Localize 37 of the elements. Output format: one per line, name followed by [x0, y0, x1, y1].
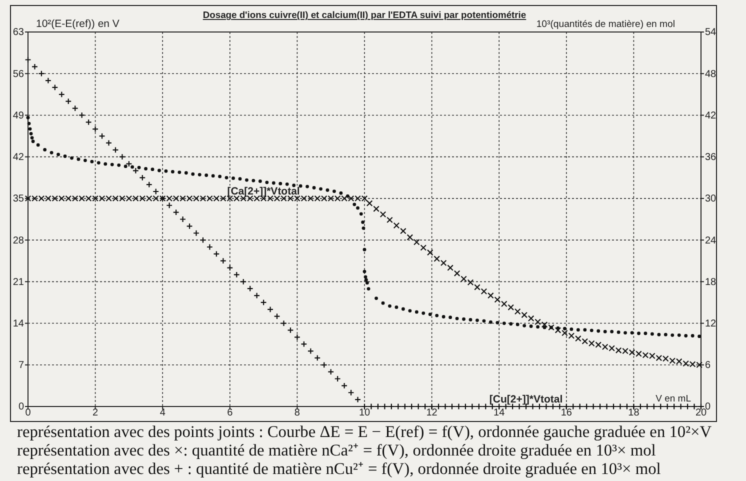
x-tick-label: 6: [227, 408, 234, 419]
x-axis-title: V en mL: [656, 394, 691, 404]
y2-tick-label: 30: [705, 194, 717, 205]
text: représentation avec des points joints : Courbe ΔE = E − E(ref) = f(V), ordonnée gauche graduée en 10²×V: [17, 422, 712, 441]
y-tick-label: 14: [12, 318, 24, 330]
text: représentation avec des ×: quantité de matière nCa²⁺ = f(V), ordonnée droite graduée en 10³× mol: [17, 440, 656, 460]
y-tick-label: 28: [12, 235, 24, 246]
x-tick-label: 2: [92, 408, 99, 419]
y-tick-label: 7: [18, 360, 24, 372]
annotation: [Ca[2+]]*Vtotal: [227, 185, 300, 198]
y2-tick-label: 24: [705, 235, 717, 246]
y-axis-title: 10²(E-E(ref)) en V: [36, 18, 120, 30]
x-tick-label: 8: [294, 408, 300, 419]
y2-tick-label: 6: [705, 360, 711, 372]
x-tick-label: 4: [160, 408, 166, 419]
chart-title: Dosage d'ions cuivre(II) et calcium(II) par l'EDTA suivi par potentiométrie: [202, 9, 526, 20]
y-tick-label: 56: [12, 68, 24, 80]
y-tick-label: 49: [12, 110, 24, 122]
y2-axis-title: 10³(quantités de matière) en mol: [536, 19, 675, 30]
y2-tick-label: 18: [705, 276, 717, 288]
x-tick-label: 18: [628, 408, 640, 419]
annotation: [Cu[2+]]*Vtotal: [489, 394, 563, 406]
x-tick-label: 16: [560, 408, 572, 419]
x-tick-label: 14: [494, 408, 506, 419]
y2-tick-label: 12: [705, 318, 717, 330]
y-tick-label: 21: [12, 276, 24, 288]
x-tick-label: 20: [695, 408, 707, 419]
y2-tick-label: 42: [705, 110, 717, 122]
text: représentation avec des + : quantité de matière nCu²⁺ = f(V), ordonnée droite graduée en 10³× mol: [17, 459, 662, 478]
y-tick-label: 42: [12, 152, 24, 164]
y2-tick-label: 54: [705, 27, 717, 38]
y-tick-label: 35: [12, 194, 24, 205]
x-tick-label: 10: [358, 408, 370, 419]
y2-tick-label: 36: [705, 152, 717, 164]
y2-tick-label: 48: [705, 68, 717, 80]
y-tick-label: 63: [12, 27, 24, 38]
x-tick-label: 12: [426, 408, 438, 419]
